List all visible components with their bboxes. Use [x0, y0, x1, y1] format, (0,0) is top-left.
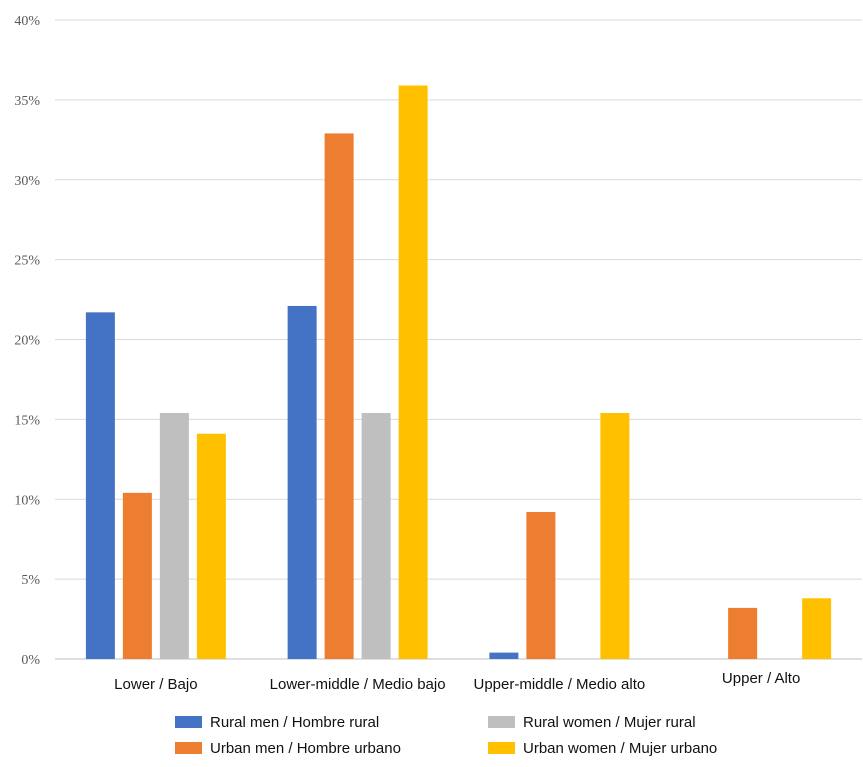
- bar: [728, 607, 758, 659]
- legend: Rural men / Hombre rural Urban men / Homb…: [175, 714, 717, 757]
- y-tick-label: 0%: [21, 653, 40, 668]
- x-tick-label: Upper / Alto: [722, 670, 800, 687]
- y-tick-label: 25%: [14, 254, 40, 269]
- x-tick-label: Lower / Bajo: [114, 676, 197, 693]
- x-axis-ticks: Lower / Bajo Lower-middle / Medio bajo Upp…: [114, 670, 800, 693]
- legend-swatch: [175, 716, 202, 728]
- bar: [122, 492, 152, 659]
- bar: [287, 305, 317, 659]
- y-tick-label: 35%: [14, 94, 40, 109]
- bars: [85, 85, 832, 660]
- bar: [526, 512, 556, 659]
- y-tick-label: 10%: [14, 493, 40, 508]
- y-tick-label: 20%: [14, 334, 40, 349]
- y-tick-label: 30%: [14, 174, 40, 189]
- bar: [196, 433, 226, 659]
- y-tick-label: 15%: [14, 413, 40, 428]
- y-axis-ticks: 0% 5% 10% 15% 20% 25% 30% 35% 40%: [14, 14, 40, 668]
- bar: [802, 598, 832, 659]
- y-tick-label: 40%: [14, 14, 40, 29]
- legend-label: Urban men / Hombre urbano: [210, 740, 401, 757]
- x-tick-label: Lower-middle / Medio bajo: [270, 676, 446, 693]
- legend-swatch: [488, 716, 515, 728]
- legend-label: Urban women / Mujer urbano: [523, 740, 717, 757]
- x-tick-label: Upper-middle / Medio alto: [474, 676, 646, 693]
- legend-swatch: [175, 742, 202, 754]
- bar: [398, 85, 428, 659]
- bar: [324, 133, 354, 660]
- gridlines: [55, 19, 862, 660]
- legend-swatch: [488, 742, 515, 754]
- bar: [159, 412, 189, 659]
- bar: [489, 652, 519, 659]
- legend-label: Rural women / Mujer rural: [523, 714, 696, 731]
- y-tick-label: 5%: [21, 573, 40, 588]
- bar: [85, 312, 115, 659]
- legend-label: Rural men / Hombre rural: [210, 714, 379, 731]
- bar: [600, 412, 630, 659]
- bar: [361, 412, 391, 659]
